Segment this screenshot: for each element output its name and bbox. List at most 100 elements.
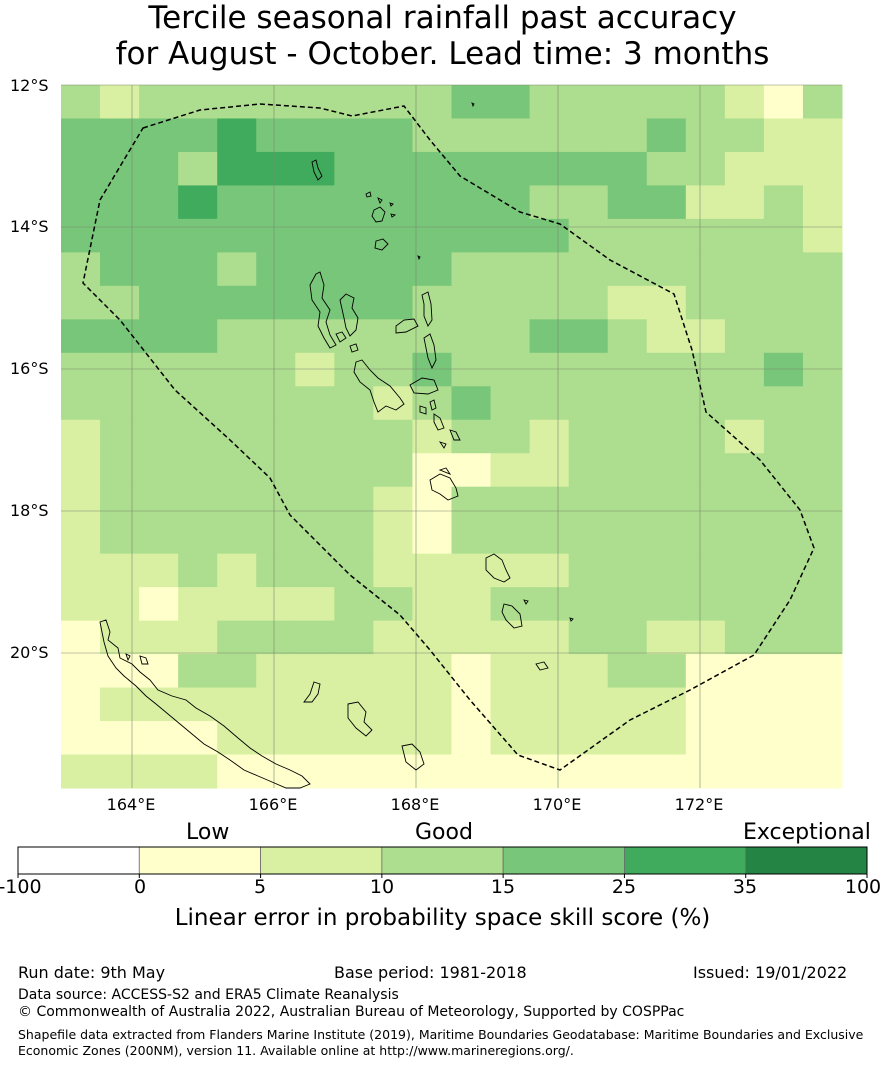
grid-cell (373, 85, 413, 119)
grid-cell (61, 754, 101, 789)
grid-cell (100, 185, 140, 220)
island (433, 413, 445, 431)
grid-cell (139, 654, 179, 689)
map-title-line-1: Tercile seasonal rainfall past accuracy (148, 0, 737, 36)
grid-cell (568, 486, 609, 521)
lat-label: 12°S (10, 76, 49, 95)
grid-cell (373, 453, 413, 488)
lat-label: 18°S (10, 501, 49, 520)
island (347, 701, 373, 737)
island (429, 473, 459, 501)
island (535, 661, 549, 671)
grid-cell (490, 486, 531, 521)
grid-cell (295, 218, 335, 253)
grid-cell (373, 352, 413, 387)
grid-cell (568, 620, 609, 655)
grid-cell (61, 587, 101, 622)
grid-cell (256, 118, 296, 153)
grid-cell (61, 352, 101, 387)
grid-cell (685, 419, 726, 454)
island (409, 377, 439, 395)
grid-cell (178, 419, 218, 454)
grid-cell (646, 654, 687, 689)
grid-cell (61, 721, 101, 756)
grid-cell (139, 151, 179, 186)
grid-cell (100, 453, 140, 488)
grid-cell (490, 285, 531, 320)
grid-cell (61, 687, 101, 722)
grid-cell (139, 319, 179, 354)
grid-cell (490, 587, 531, 622)
grid-cell (685, 486, 726, 521)
grid-cell (763, 285, 804, 320)
grid-cell (334, 419, 374, 454)
grid-cell (646, 319, 687, 354)
grid-cell (724, 352, 765, 387)
grid-cell (763, 319, 804, 354)
grid-cell (256, 285, 296, 320)
grid-cell (217, 553, 257, 588)
grid-cell (256, 151, 296, 186)
colorbar-tick: 25 (611, 876, 637, 898)
grid-cell (529, 453, 570, 488)
grid-cell (685, 620, 726, 655)
island (309, 271, 337, 349)
grid-cell (217, 319, 257, 354)
grid-cell (412, 486, 452, 521)
grid-cell (802, 587, 843, 622)
coastlines (99, 102, 574, 789)
grid-cell (646, 587, 687, 622)
grid-cell (568, 520, 609, 555)
grid-cell (607, 285, 648, 320)
grid-cell (451, 587, 492, 622)
colorbar-category-good: Good (415, 820, 473, 845)
grid-cell (802, 185, 843, 220)
colorbar-category-low: Low (186, 820, 230, 845)
grid-cell (178, 151, 218, 186)
grid-cell (685, 218, 726, 253)
grid-cell (451, 386, 492, 421)
grid-cell (217, 721, 257, 756)
grid-cell (568, 721, 609, 756)
grid-cell (802, 218, 843, 253)
grid-cell (646, 721, 687, 756)
grid-cell (61, 453, 101, 488)
grid-cell (607, 386, 648, 421)
island (449, 429, 461, 441)
colorbar-tick: 10 (369, 876, 395, 898)
grid-cell (763, 252, 804, 287)
grid-cell (646, 754, 687, 789)
colorbar-category-exceptional: Exceptional (743, 820, 871, 845)
grid-cell (100, 587, 140, 622)
grid-cell (178, 721, 218, 756)
grid-cell (256, 319, 296, 354)
grid-cell (607, 185, 648, 220)
skill-score-grid (61, 85, 843, 789)
grid-cell (100, 754, 140, 789)
grid-cell (256, 352, 296, 387)
grid-cell (334, 118, 374, 153)
grid-cell (334, 319, 374, 354)
grid-cell (490, 520, 531, 555)
grid-cell (256, 185, 296, 220)
grid-cell (568, 252, 609, 287)
island (339, 293, 359, 337)
lat-label: 14°S (10, 217, 49, 236)
grid-cell (295, 587, 335, 622)
grid-cell (334, 453, 374, 488)
grid-cell (568, 386, 609, 421)
grid-cell (100, 654, 140, 689)
grid-cell (529, 352, 570, 387)
lat-label: 16°S (10, 359, 49, 378)
island (371, 206, 386, 223)
grid-cell (763, 453, 804, 488)
colorbar-segment (502, 846, 625, 875)
grid-cell (178, 218, 218, 253)
grid-cell (178, 587, 218, 622)
grid-cell (451, 85, 492, 119)
grid-cell (490, 419, 531, 454)
grid-cell (334, 654, 374, 689)
grid-cell (100, 721, 140, 756)
grid-cell (646, 486, 687, 521)
grid-cell (373, 486, 413, 521)
